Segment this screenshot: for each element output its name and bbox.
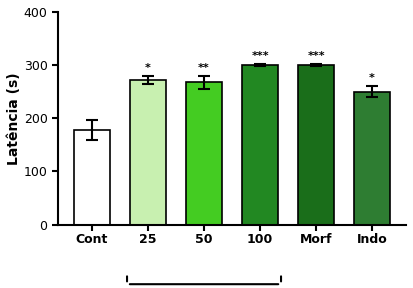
Text: **: ** <box>198 62 210 73</box>
Text: ***: *** <box>251 51 269 61</box>
Bar <box>298 65 334 225</box>
Y-axis label: Latência (s): Latência (s) <box>7 72 21 165</box>
Bar <box>186 82 222 225</box>
Bar <box>74 130 110 225</box>
Bar <box>130 80 166 225</box>
Bar <box>354 92 390 225</box>
Text: *: * <box>369 73 375 83</box>
Bar <box>242 65 278 225</box>
Text: ***: *** <box>307 51 325 61</box>
Text: *: * <box>145 62 151 73</box>
